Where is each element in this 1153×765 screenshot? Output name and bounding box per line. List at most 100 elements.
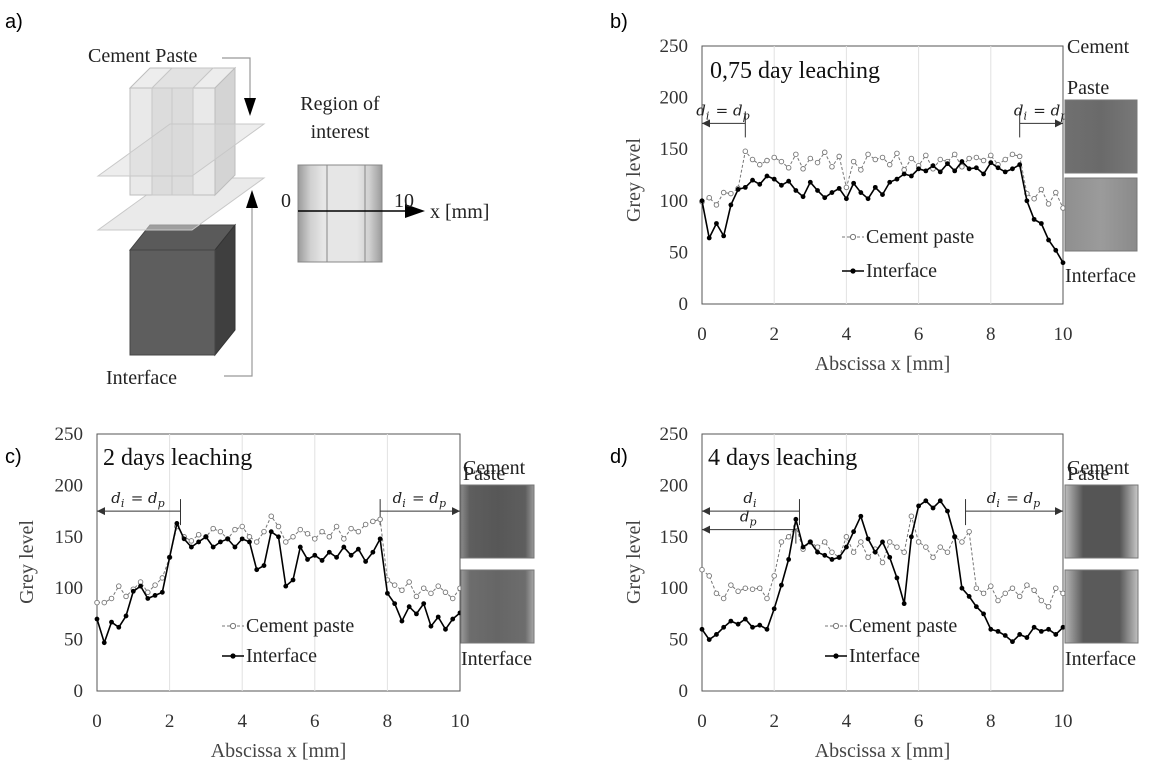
data-point (879, 559, 886, 566)
data-point (449, 595, 456, 602)
data-point (699, 626, 705, 632)
data-point (786, 557, 792, 562)
data-point (152, 582, 158, 588)
data-point (778, 158, 785, 165)
annotation-arrow (1055, 119, 1063, 128)
annotation-sub: p (158, 497, 165, 510)
data-point (952, 168, 958, 174)
legend-entry: Cement paste (866, 226, 974, 248)
data-point (203, 534, 209, 540)
annotation-label: di = dp (393, 489, 448, 510)
annotation-text: = (1029, 101, 1051, 119)
panel-label: d) (610, 446, 628, 468)
data-point (714, 221, 719, 226)
data-point (771, 573, 777, 579)
data-point (450, 616, 456, 622)
data-point (995, 165, 1001, 171)
data-point (894, 544, 900, 550)
data-point (915, 539, 922, 545)
interface-label: Interface (106, 367, 177, 389)
data-point (829, 163, 835, 170)
data-point (1053, 585, 1059, 591)
data-point (771, 606, 777, 612)
legend-entry: Cement paste (246, 615, 354, 637)
data-point (137, 579, 144, 585)
series-interface (94, 520, 463, 646)
side-label-paste: Paste (1067, 463, 1109, 485)
side-label-interface: Interface (461, 648, 532, 670)
data-point (1009, 151, 1016, 158)
annotation-text: = (1001, 489, 1023, 507)
annotation-d: d (429, 489, 439, 507)
x-tick-label: 0 (92, 711, 102, 732)
data-point (901, 549, 907, 555)
data-point (764, 173, 770, 179)
data-point (951, 151, 958, 158)
data-point (414, 611, 419, 617)
data-point (377, 536, 383, 542)
data-point (771, 176, 777, 182)
data-point (283, 539, 289, 545)
annotation-reset (757, 508, 759, 526)
data-point (290, 577, 296, 583)
data-point (843, 534, 850, 540)
annotation-sub: i (753, 497, 757, 510)
data-point (1031, 216, 1037, 222)
data-point (312, 552, 318, 558)
x-tick-label: 8 (383, 711, 393, 732)
data-point (706, 194, 712, 201)
data-point (1060, 260, 1066, 266)
data-point (1010, 639, 1015, 645)
data-point (268, 513, 274, 519)
data-point (865, 151, 871, 158)
data-point (721, 624, 727, 630)
panel-label: b) (610, 11, 628, 33)
data-point (319, 558, 325, 563)
chart-title: 4 days leaching (708, 445, 857, 471)
data-point (872, 156, 879, 163)
x-tick-label: 8 (986, 711, 996, 732)
data-point (858, 167, 864, 173)
data-point (370, 518, 376, 525)
data-point (742, 148, 749, 155)
data-point (1038, 628, 1044, 634)
data-point (858, 513, 864, 519)
data-point (261, 528, 267, 535)
data-point (261, 563, 267, 568)
data-point (966, 166, 972, 172)
x-tick-label: 10 (451, 711, 470, 732)
data-point (1002, 590, 1008, 597)
sample-image-interface (1064, 569, 1139, 644)
annotation-d: d (1024, 489, 1034, 507)
annotation-d: d (696, 101, 706, 119)
data-point (981, 611, 986, 617)
data-point (858, 190, 864, 195)
data-point (123, 613, 129, 619)
data-point (778, 539, 785, 545)
data-point (1053, 189, 1059, 196)
roi-axis-arrow (405, 204, 425, 218)
data-point (959, 163, 965, 170)
data-point (851, 529, 857, 535)
annotation-d: d (111, 489, 121, 507)
roi-title-1: Region of (300, 93, 380, 115)
data-point (886, 161, 893, 168)
data-point (1009, 585, 1016, 591)
data-point (239, 536, 245, 542)
roi-title-2: interest (311, 121, 370, 143)
cement-paste-label: Cement Paste (88, 45, 198, 67)
data-point (901, 167, 907, 173)
interface-block (128, 223, 237, 357)
roi-zero: 0 (281, 190, 291, 212)
y-axis-label: Grey level (16, 520, 38, 604)
data-point (246, 534, 253, 540)
data-point (829, 190, 835, 195)
data-point (94, 616, 100, 622)
data-point (872, 549, 878, 555)
data-point (362, 521, 369, 528)
data-point (908, 155, 915, 162)
data-point (247, 539, 252, 545)
legend-marker (832, 622, 840, 630)
panel-label-a: a) (5, 11, 23, 33)
annotation-reset (757, 489, 759, 507)
